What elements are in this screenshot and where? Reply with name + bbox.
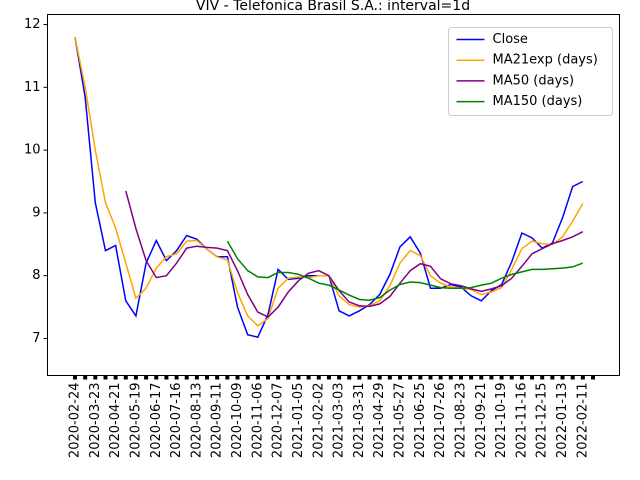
x-tick-label: 2020-03-23	[88, 383, 103, 459]
x-tick-label: 2020-05-19	[128, 383, 143, 459]
x-tick-label: 2020-12-07	[271, 383, 286, 459]
y-tick-label: 11	[24, 80, 41, 95]
x-tick-label: 2021-12-15	[535, 383, 550, 459]
x-tick-label: 2021-03-31	[352, 383, 367, 459]
x-tick-label: 2021-09-21	[474, 383, 489, 459]
x-tick-label: 2021-10-19	[494, 383, 509, 459]
x-tick-label: 2020-10-09	[230, 383, 245, 459]
legend-label: MA21exp (days)	[493, 53, 598, 68]
x-tick-label: 2020-02-24	[68, 383, 83, 459]
y-tick-label: 12	[24, 17, 41, 32]
x-tick-label: 2020-08-13	[189, 383, 204, 459]
x-tick-label: 2021-08-23	[453, 383, 468, 459]
legend-box	[448, 27, 613, 116]
series-line	[226, 240, 584, 301]
x-tick-label: 2021-11-16	[514, 383, 529, 459]
legend-label: Close	[493, 32, 528, 47]
x-tick-label: 2021-05-27	[393, 383, 408, 459]
y-tick-label: 9	[32, 205, 40, 220]
x-tick-label: 2021-04-29	[372, 383, 387, 459]
y-tick-label: 8	[32, 268, 40, 283]
legend-label: MA50 (days)	[493, 73, 575, 88]
x-tick-label: 2021-02-02	[311, 383, 326, 459]
x-tick-label: 2021-07-26	[433, 383, 448, 459]
series-line	[125, 190, 584, 319]
x-tick-label: 2022-02-11	[575, 383, 590, 459]
x-tick-label: 2021-06-25	[413, 383, 428, 459]
x-tick-label: 2020-11-06	[250, 383, 265, 459]
x-tick-label: 2020-07-16	[169, 383, 184, 459]
x-tick-label: 2021-03-03	[332, 383, 347, 459]
x-tick-label: 2020-04-21	[108, 383, 123, 459]
plot-frame	[47, 14, 620, 376]
y-tick-label: 7	[32, 331, 40, 346]
x-tick-label: 2022-01-13	[555, 383, 570, 459]
x-tick-label: 2020-09-11	[210, 383, 225, 459]
chart-title: VIV - Telefonica Brasil S.A.: interval=1…	[196, 0, 470, 14]
x-tick-label: 2020-06-17	[149, 383, 164, 459]
y-tick-label: 10	[24, 143, 41, 158]
legend-label: MA150 (days)	[493, 94, 583, 109]
x-tick-label: 2021-01-05	[291, 383, 306, 459]
